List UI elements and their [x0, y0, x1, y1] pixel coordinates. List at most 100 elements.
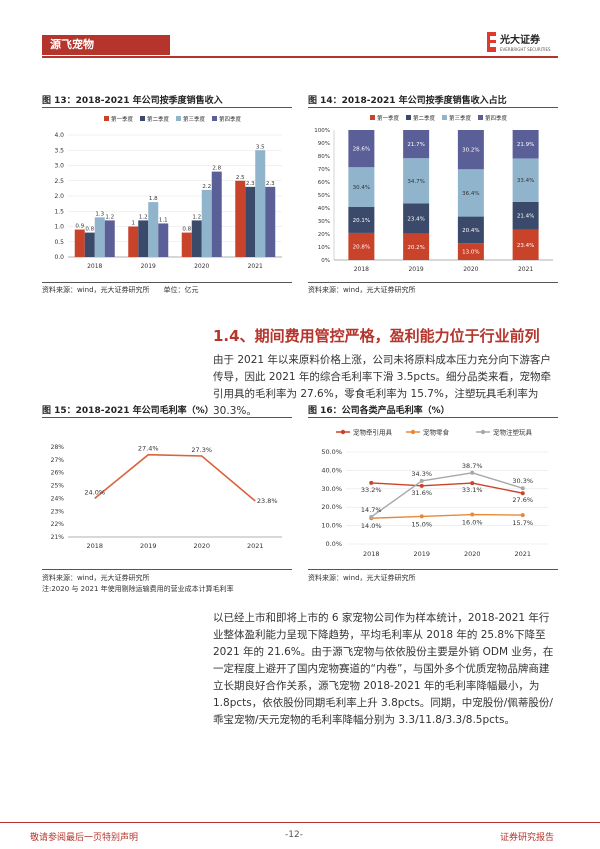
legend-marker [478, 115, 483, 120]
stacked-bar-segment [512, 201, 539, 230]
data-label: 2.3 [266, 181, 275, 187]
fig15-top-rule [42, 417, 292, 418]
data-label: 23.4% [517, 243, 534, 249]
data-point [419, 478, 424, 483]
data-label: 33.4% [517, 178, 534, 184]
data-label: 15.0% [411, 520, 432, 528]
x-tick-label: 2019 [140, 542, 157, 550]
x-tick-label: 2020 [464, 550, 481, 558]
y-tick-label: 28% [51, 444, 65, 451]
data-label: 21.9% [517, 142, 534, 148]
x-tick-label: 2018 [363, 550, 380, 558]
legend-label: 宠物零食 [423, 428, 450, 437]
y-tick-label: 2.5 [54, 178, 64, 185]
bar [235, 180, 246, 257]
x-tick-label: 2018 [354, 266, 369, 273]
data-label: 0.9 [75, 224, 84, 230]
data-label: 1.2 [192, 214, 201, 220]
data-label: 2.2 [202, 184, 211, 190]
fig13-bottom-rule [42, 282, 292, 283]
legend-marker [370, 115, 375, 120]
data-label: 20.4% [462, 228, 479, 234]
header-rule [42, 56, 558, 58]
data-label: 38.7% [462, 462, 483, 470]
data-label: 14.7% [361, 506, 382, 514]
fig13-title: 图 13：2018-2021 年公司按季度销售收入 [42, 96, 223, 106]
data-point [369, 514, 374, 519]
legend-label: 第二季度 [147, 115, 170, 123]
x-tick-label: 2019 [413, 550, 430, 558]
x-tick-label: 2018 [86, 542, 103, 550]
logo-name: 光大证券 [499, 33, 541, 46]
legend-marker [406, 115, 411, 120]
y-tick-label: 27% [51, 457, 65, 464]
stacked-bar-segment [403, 203, 430, 234]
legend-label: 第二季度 [413, 114, 436, 122]
stacked-bar-segment [457, 216, 484, 244]
series-line [370, 472, 523, 518]
broker-logo: 光大证券 EVERBRIGHT SECURITIES [487, 30, 567, 54]
stacked-bar-segment [348, 206, 375, 233]
y-tick-label: 30% [318, 219, 330, 225]
stacked-bar-segment [403, 130, 430, 159]
legend-label: 第三季度 [183, 115, 206, 123]
fig13-top-rule [42, 107, 292, 108]
logo-mark-icon: 光大证券 EVERBRIGHT SECURITIES [487, 32, 551, 52]
data-label: 1.2 [105, 214, 114, 220]
stacked-bar-segment [457, 130, 484, 170]
industry-paragraph: 以已经上市和即将上市的 6 家宠物公司作为样本统计，2018-2021 年行业整… [213, 612, 554, 726]
bar [148, 202, 159, 257]
y-tick-label: 50.0% [321, 448, 342, 456]
data-label: 33.1% [462, 486, 483, 494]
y-tick-label: 24% [51, 495, 65, 502]
data-label: 1.1 [159, 217, 168, 223]
data-label: 20.1% [353, 218, 370, 224]
data-label: 0.8 [85, 227, 94, 233]
data-label: 13.0% [462, 250, 479, 256]
data-label: 24.0% [84, 488, 105, 496]
bar [158, 223, 169, 257]
section-heading: 1.4、期间费用管控严格，盈利能力位于行业前列 [213, 327, 540, 345]
fig13-source: 资料来源：wind，光大证券研究所 单位：亿元 [42, 286, 199, 294]
data-point [470, 512, 475, 517]
data-label: 0.8 [182, 227, 191, 233]
company-tag: 源飞宠物（001222.SZ） [42, 35, 170, 71]
y-tick-label: 50% [318, 193, 330, 199]
legend-marker-dot [480, 429, 486, 435]
data-label: 15.7% [512, 519, 533, 527]
data-point [520, 486, 525, 491]
x-tick-label: 2021 [248, 263, 263, 270]
fig16-top-rule [308, 417, 558, 418]
data-label: 16.0% [462, 519, 483, 527]
stacked-bar-segment [348, 167, 375, 207]
data-label: 2.3 [246, 181, 255, 187]
fig15-chart: 21% 22% 23% 24% 25% 26% 27% 28% 2018 2019 2020 2021… [51, 444, 282, 550]
data-label: 1.8 [149, 196, 158, 202]
x-tick-label: 2021 [514, 550, 531, 558]
y-tick-label: 80% [318, 154, 330, 160]
data-label: 20.2% [407, 245, 424, 251]
legend-label: 第一季度 [111, 115, 134, 123]
bar [128, 226, 139, 257]
data-label: 34.7% [407, 179, 424, 185]
stacked-bar-segment [457, 169, 484, 217]
y-tick-label: 20% [318, 232, 330, 238]
data-label: 30.3% [512, 477, 533, 485]
fig14-bottom-rule [308, 282, 558, 283]
data-label: 36.4% [462, 191, 479, 197]
y-tick-label: 100% [314, 128, 330, 134]
y-tick-label: 1.5 [54, 208, 64, 215]
data-label: 23.4% [407, 217, 424, 223]
data-label: 20.8% [353, 244, 370, 250]
x-tick-label: 2021 [518, 266, 533, 273]
y-tick-label: 22% [51, 521, 65, 528]
fig16-title: 图 16：公司各类产品毛利率（%） [308, 406, 450, 416]
fig16-chart: 0.0% 10.0% 20.0% 30.0% 40.0% 50.0% 2018 2019 202… [321, 428, 548, 558]
legend-label: 宠物注塑玩具 [493, 428, 533, 437]
legend-label: 第四季度 [219, 115, 242, 123]
bar [181, 232, 192, 257]
legend-marker [140, 116, 145, 121]
fig14-source: 资料来源：wind，光大证券研究所 [308, 286, 416, 294]
legend-marker [104, 116, 109, 121]
logo-sub: EVERBRIGHT SECURITIES [500, 47, 551, 52]
